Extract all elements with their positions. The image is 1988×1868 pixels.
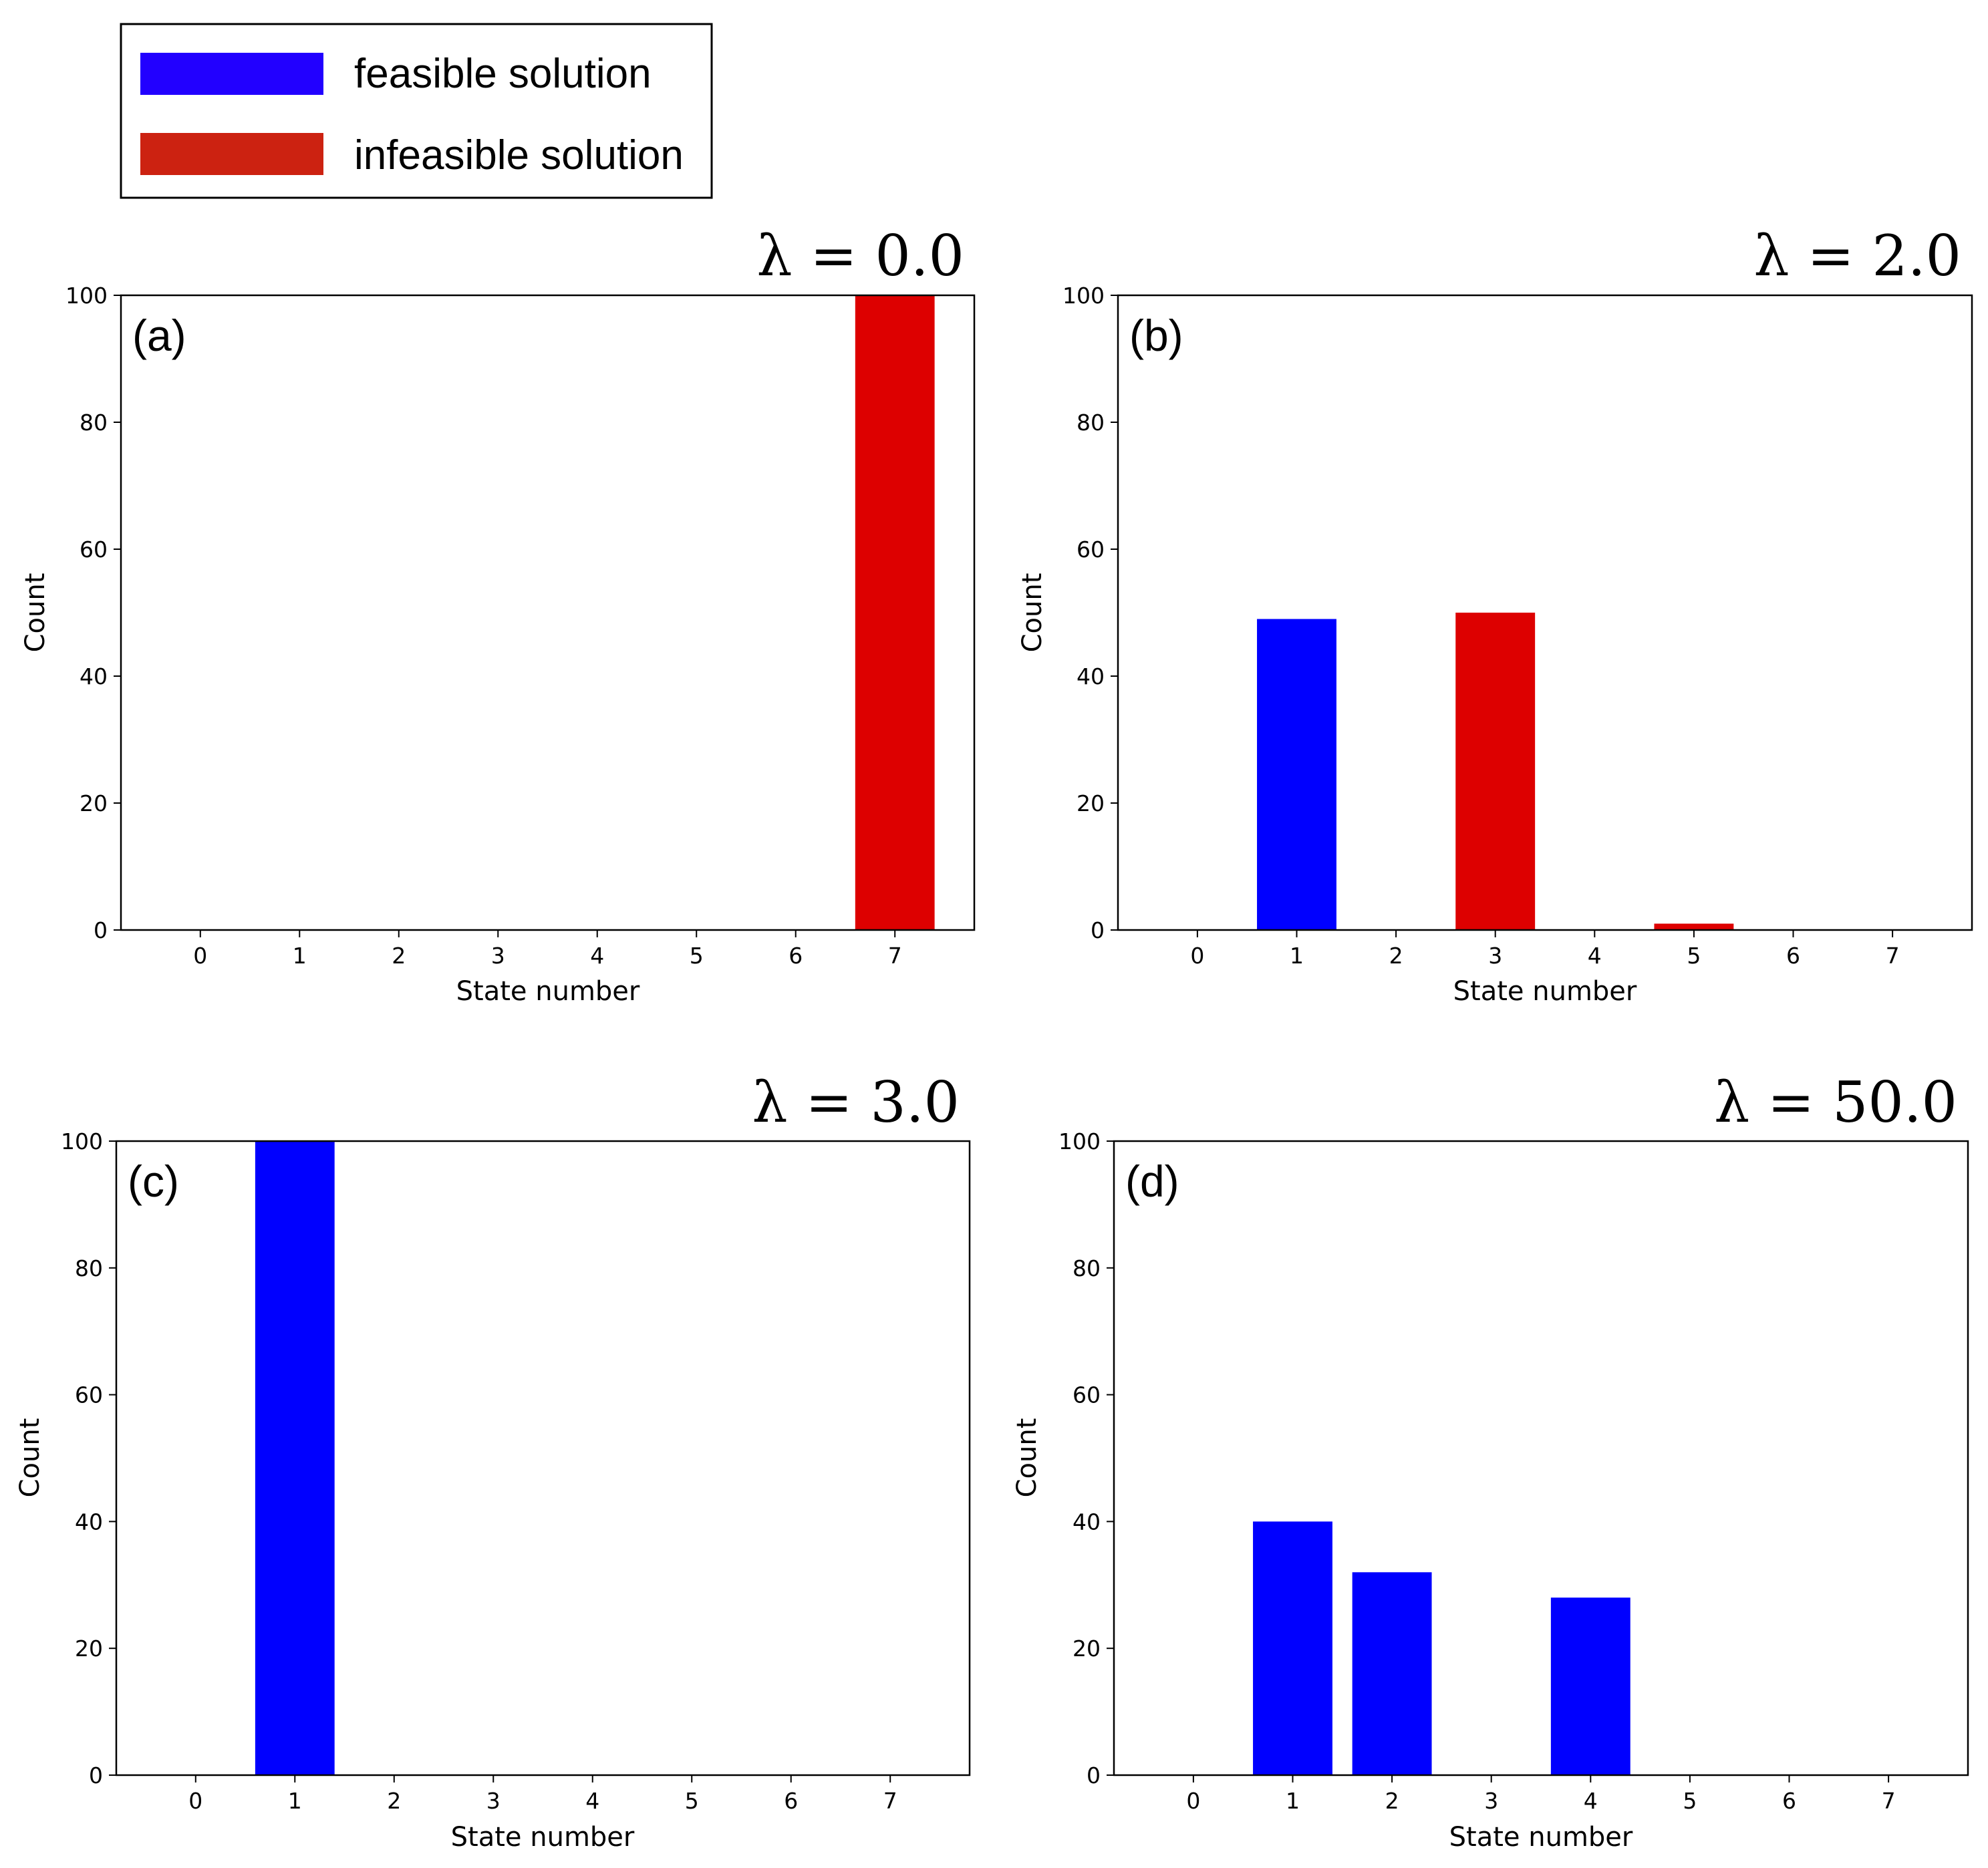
panel-a-xtick-label: 1 (293, 943, 307, 969)
panel-b-ytick-label: 20 (1077, 790, 1105, 816)
panel-d-xtick-label: 5 (1683, 1788, 1697, 1814)
panel-b-xlabel: State number (1453, 976, 1637, 1007)
panel-a-ytick-label: 0 (94, 917, 108, 943)
panel-c-xtick-label: 3 (486, 1788, 501, 1814)
panel-c-ytick-label: 40 (75, 1509, 103, 1535)
panel-d-ytick-label: 20 (1073, 1636, 1101, 1662)
panel-d-xtick-label: 3 (1484, 1788, 1498, 1814)
panel-b-ytick-label: 60 (1077, 536, 1105, 563)
panel-c-xlabel: State number (451, 1822, 635, 1853)
panel-b-bar-state-1 (1257, 619, 1336, 930)
panel-a-xlabel: State number (456, 976, 640, 1007)
legend-label-infeasible: infeasible solution (354, 132, 684, 178)
legend-swatch-infeasible (140, 133, 323, 175)
panel-b-xtick-label: 6 (1786, 943, 1800, 969)
panel-c-label: (c) (128, 1156, 179, 1206)
panel-b-ytick-label: 0 (1091, 917, 1105, 943)
panel-d-label: (d) (1125, 1156, 1179, 1206)
panel-d-xtick-label: 0 (1186, 1788, 1200, 1814)
panel-c-ytick-label: 20 (75, 1636, 103, 1662)
panel-d-ytick-label: 100 (1058, 1128, 1101, 1154)
panel-d-xtick-label: 6 (1782, 1788, 1796, 1814)
panel-a-xtick-label: 5 (690, 943, 704, 969)
panel-b-xtick-label: 0 (1190, 943, 1204, 969)
legend-label-feasible: feasible solution (354, 51, 652, 97)
panel-a-ytick-label: 20 (80, 790, 108, 816)
panel-d-xtick-label: 1 (1286, 1788, 1300, 1814)
panel-a-xtick-label: 0 (193, 943, 207, 969)
panel-a-ytick-label: 100 (65, 283, 108, 309)
chart-panel-c: λ = 3.0 (c) Count State number 0 1 2 3 4 5 6 7 0… (15, 1070, 971, 1853)
panel-d-bar-state-1 (1253, 1521, 1332, 1775)
panel-b-xtick-label: 1 (1290, 943, 1304, 969)
panel-d-ylabel: Count (1012, 1418, 1042, 1498)
panel-c-ytick-label: 60 (75, 1382, 103, 1408)
panel-a-bar-state-7 (855, 295, 935, 930)
panel-a-ytick-label: 40 (80, 663, 108, 689)
panel-d-xtick-label: 4 (1584, 1788, 1598, 1814)
panel-a-xtick-label: 2 (392, 943, 406, 969)
panel-c-xtick-label: 1 (288, 1788, 302, 1814)
panel-c-ytick-label: 100 (61, 1128, 103, 1154)
panel-c-ytick-label: 80 (75, 1255, 103, 1281)
panel-a-title: λ = 0.0 (756, 223, 964, 289)
panel-b-label: (b) (1129, 311, 1183, 360)
panel-d-ytick-label: 60 (1073, 1382, 1101, 1408)
panel-b-xtick-label: 2 (1389, 943, 1403, 969)
panel-b-bar-state-3 (1455, 613, 1536, 930)
panel-a-xtick-label: 3 (491, 943, 505, 969)
panel-c-axes-frame (115, 1140, 971, 1776)
panel-d-xtick-label: 2 (1385, 1788, 1399, 1814)
panel-a-xtick-label: 4 (590, 943, 604, 969)
panel-b-ytick-label: 40 (1077, 663, 1105, 689)
panel-c-xtick-label: 0 (188, 1788, 202, 1814)
panel-a-ytick-label: 60 (80, 536, 108, 563)
panel-a-ytick-label: 80 (80, 410, 108, 436)
panel-b-bar-state-5 (1654, 923, 1734, 930)
panel-d-ytick-label: 80 (1073, 1255, 1101, 1281)
panel-c-xtick-label: 6 (784, 1788, 798, 1814)
chart-panel-d: λ = 50.0 (d) Count State number 0 1 2 3 4 5 6 7… (1012, 1070, 1969, 1853)
panel-d-title: λ = 50.0 (1714, 1070, 1957, 1135)
legend: feasible solution infeasible solution (120, 23, 713, 199)
panel-a-ylabel: Count (20, 573, 51, 653)
panel-a-label: (a) (132, 311, 186, 360)
panel-b-ytick-label: 80 (1077, 410, 1105, 436)
panel-b-ytick-label: 100 (1062, 283, 1105, 309)
panel-b-xtick-label: 5 (1687, 943, 1701, 969)
panel-d-ytick-label: 40 (1073, 1509, 1101, 1535)
panel-b-xtick-label: 3 (1488, 943, 1502, 969)
panel-b-axes-frame (1117, 294, 1973, 931)
chart-panel-b: λ = 2.0 (b) Count State number 0 1 2 3 4 5 6 7 0… (1017, 223, 1973, 1007)
panel-d-ytick-label: 0 (1087, 1762, 1101, 1788)
panel-d-xtick-label: 7 (1882, 1788, 1896, 1814)
panel-c-ytick-label: 0 (89, 1762, 103, 1788)
panel-b-xtick-label: 4 (1588, 943, 1602, 969)
panel-d-axes-frame (1113, 1140, 1969, 1776)
panel-a-xtick-label: 7 (888, 943, 902, 969)
panel-d-bar-state-2 (1352, 1572, 1432, 1775)
panel-b-xtick-label: 7 (1886, 943, 1900, 969)
panel-c-xtick-label: 4 (585, 1788, 599, 1814)
panel-c-bar-state-1 (255, 1141, 335, 1775)
panel-c-title: λ = 3.0 (752, 1070, 960, 1135)
panel-c-xtick-label: 7 (883, 1788, 897, 1814)
panel-c-ylabel: Count (15, 1418, 45, 1498)
legend-swatch-feasible (140, 53, 323, 95)
panel-d-bar-state-4 (1550, 1597, 1630, 1775)
panel-d-xlabel: State number (1449, 1822, 1633, 1853)
chart-panel-a: λ = 0.0 (a) Count State number 0 1 2 3 4 5 6 7 0… (20, 223, 976, 1007)
panel-a-xtick-label: 6 (789, 943, 803, 969)
panel-b-ylabel: Count (1017, 573, 1048, 653)
panel-b-title: λ = 2.0 (1753, 223, 1961, 289)
panel-c-xtick-label: 2 (387, 1788, 401, 1814)
panel-a-axes-frame (120, 294, 976, 931)
panel-c-xtick-label: 5 (685, 1788, 699, 1814)
